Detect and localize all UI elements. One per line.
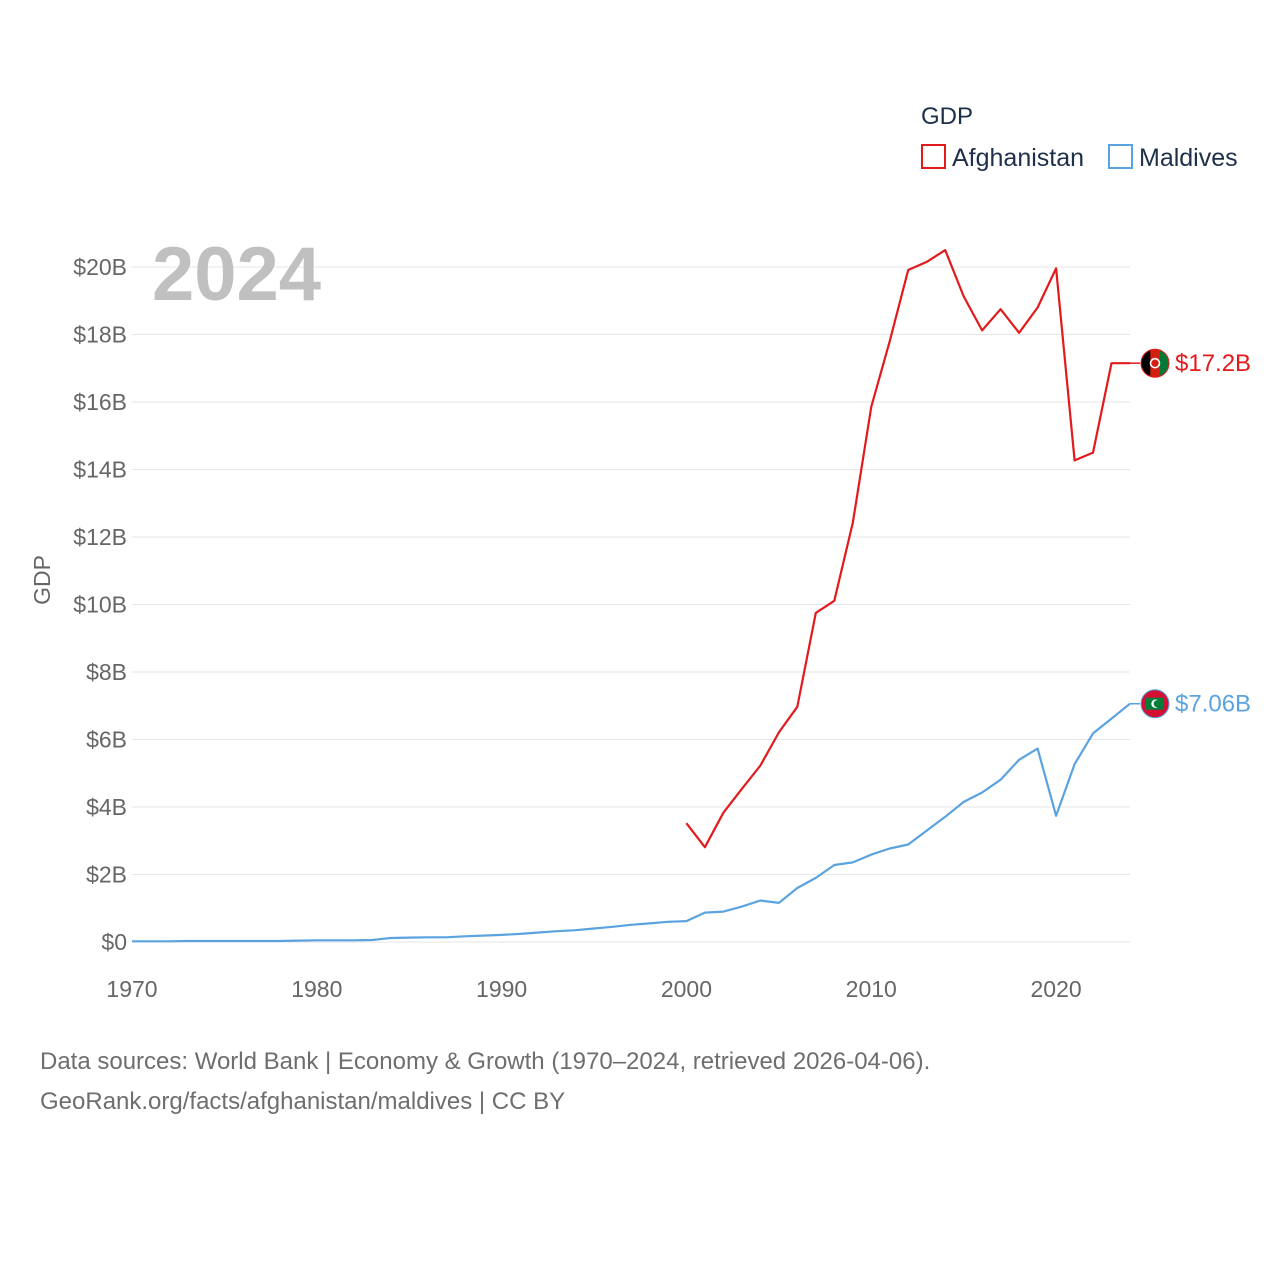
y-axis-label: GDP	[29, 555, 55, 605]
legend[interactable]: GDP Afghanistan Maldives	[921, 103, 1238, 172]
x-axis-tick-labels: 1970 1980 1990 2000 2010 2020	[106, 976, 1081, 1002]
source-line-2: GeoRank.org/facts/afghanistan/maldives |…	[40, 1088, 566, 1115]
y-tick-label-9: $18B	[73, 322, 127, 348]
y-tick-label-10: $20B	[73, 254, 127, 280]
y-tick-label-3: $6B	[86, 727, 127, 753]
series-end-labels: $17.2B $7.06B	[1130, 348, 1251, 719]
y-tick-label-5: $10B	[73, 592, 127, 618]
gridlines	[132, 266, 1130, 943]
y-tick-label-4: $8B	[86, 659, 127, 685]
end-label-maldives: $7.06B	[1175, 691, 1251, 718]
x-tick-label-4: 2010	[846, 976, 897, 1002]
x-tick-label-3: 2000	[661, 976, 712, 1002]
legend-swatch-afghanistan	[921, 144, 946, 169]
legend-swatch-maldives	[1108, 144, 1133, 169]
source-line-1: Data sources: World Bank | Economy & Gro…	[40, 1048, 931, 1075]
legend-title: GDP	[921, 103, 973, 130]
source-note: Data sources: World Bank | Economy & Gro…	[40, 1042, 1240, 1122]
y-tick-label-6: $12B	[73, 524, 127, 550]
series-line-maldives	[132, 702, 1131, 943]
y-tick-label-1: $2B	[86, 862, 127, 888]
end-label-afghanistan: $17.2B	[1175, 350, 1251, 377]
afghanistan-flag-icon	[1140, 348, 1170, 378]
maldives-flag-icon	[1140, 689, 1170, 719]
year-label: 2024	[152, 232, 321, 317]
y-tick-label-2: $4B	[86, 794, 127, 820]
y-axis-tick-labels: $0 $2B $4B $6B $8B $10B $12B $14B $16B $18B $20B	[73, 254, 127, 955]
y-tick-label-7: $14B	[73, 457, 127, 483]
x-tick-label-2: 1990	[476, 976, 527, 1002]
legend-label-maldives: Maldives	[1139, 144, 1238, 172]
y-tick-label-8: $16B	[73, 389, 127, 415]
x-tick-label-5: 2020	[1030, 976, 1081, 1002]
legend-item-maldives[interactable]: Maldives	[1108, 144, 1238, 172]
series-line-afghanistan	[685, 249, 1130, 849]
legend-label-afghanistan: Afghanistan	[952, 144, 1084, 172]
y-tick-label-0: $0	[101, 929, 127, 955]
series-lines	[132, 249, 1131, 943]
legend-item-afghanistan[interactable]: Afghanistan	[921, 144, 1084, 172]
x-tick-label-0: 1970	[106, 976, 157, 1002]
x-tick-label-1: 1980	[291, 976, 342, 1002]
